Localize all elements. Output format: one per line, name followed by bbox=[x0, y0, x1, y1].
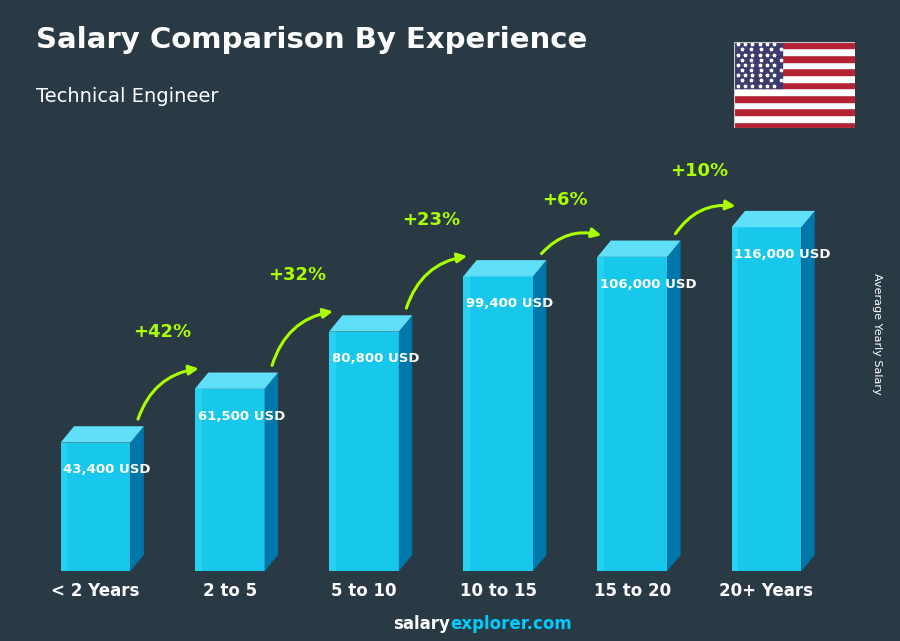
Polygon shape bbox=[265, 372, 278, 571]
Text: +10%: +10% bbox=[670, 162, 728, 179]
Text: +6%: +6% bbox=[543, 192, 588, 210]
Text: +42%: +42% bbox=[133, 324, 192, 342]
Polygon shape bbox=[598, 240, 680, 257]
Polygon shape bbox=[464, 260, 546, 276]
Bar bbox=[734, 115, 855, 122]
Text: Technical Engineer: Technical Engineer bbox=[36, 87, 219, 106]
Polygon shape bbox=[464, 276, 470, 571]
Polygon shape bbox=[60, 426, 144, 442]
Polygon shape bbox=[464, 276, 533, 571]
Bar bbox=[734, 48, 855, 55]
Polygon shape bbox=[801, 211, 814, 571]
Bar bbox=[734, 62, 855, 69]
Bar bbox=[734, 101, 855, 108]
Bar bbox=[734, 75, 855, 81]
Polygon shape bbox=[130, 426, 144, 571]
Bar bbox=[734, 108, 855, 115]
Polygon shape bbox=[194, 389, 202, 571]
Text: 80,800 USD: 80,800 USD bbox=[332, 353, 419, 365]
Polygon shape bbox=[329, 331, 399, 571]
Text: salary: salary bbox=[393, 615, 450, 633]
Polygon shape bbox=[667, 240, 680, 571]
Bar bbox=[734, 42, 855, 48]
Text: 116,000 USD: 116,000 USD bbox=[734, 248, 831, 261]
Polygon shape bbox=[194, 372, 278, 389]
Bar bbox=[734, 69, 855, 75]
Text: Average Yearly Salary: Average Yearly Salary bbox=[872, 272, 883, 394]
Polygon shape bbox=[60, 442, 130, 571]
Bar bbox=[734, 122, 855, 128]
Polygon shape bbox=[60, 442, 68, 571]
Bar bbox=[734, 55, 855, 62]
Polygon shape bbox=[329, 315, 412, 331]
Text: Salary Comparison By Experience: Salary Comparison By Experience bbox=[36, 26, 587, 54]
Polygon shape bbox=[598, 257, 667, 571]
Polygon shape bbox=[598, 257, 604, 571]
Polygon shape bbox=[732, 227, 801, 571]
Polygon shape bbox=[533, 260, 546, 571]
Text: +23%: +23% bbox=[402, 211, 460, 229]
Text: 43,400 USD: 43,400 USD bbox=[63, 463, 151, 476]
Bar bbox=[734, 95, 855, 101]
Text: 61,500 USD: 61,500 USD bbox=[197, 410, 284, 422]
Polygon shape bbox=[329, 331, 336, 571]
Text: 106,000 USD: 106,000 USD bbox=[600, 278, 697, 290]
Bar bbox=[734, 42, 782, 88]
Polygon shape bbox=[732, 227, 738, 571]
Polygon shape bbox=[194, 389, 265, 571]
Text: explorer.com: explorer.com bbox=[450, 615, 572, 633]
Bar bbox=[734, 81, 855, 88]
Text: +32%: +32% bbox=[267, 266, 326, 284]
Bar bbox=[734, 88, 855, 95]
Polygon shape bbox=[399, 315, 412, 571]
Text: 99,400 USD: 99,400 USD bbox=[466, 297, 554, 310]
Polygon shape bbox=[732, 211, 814, 227]
